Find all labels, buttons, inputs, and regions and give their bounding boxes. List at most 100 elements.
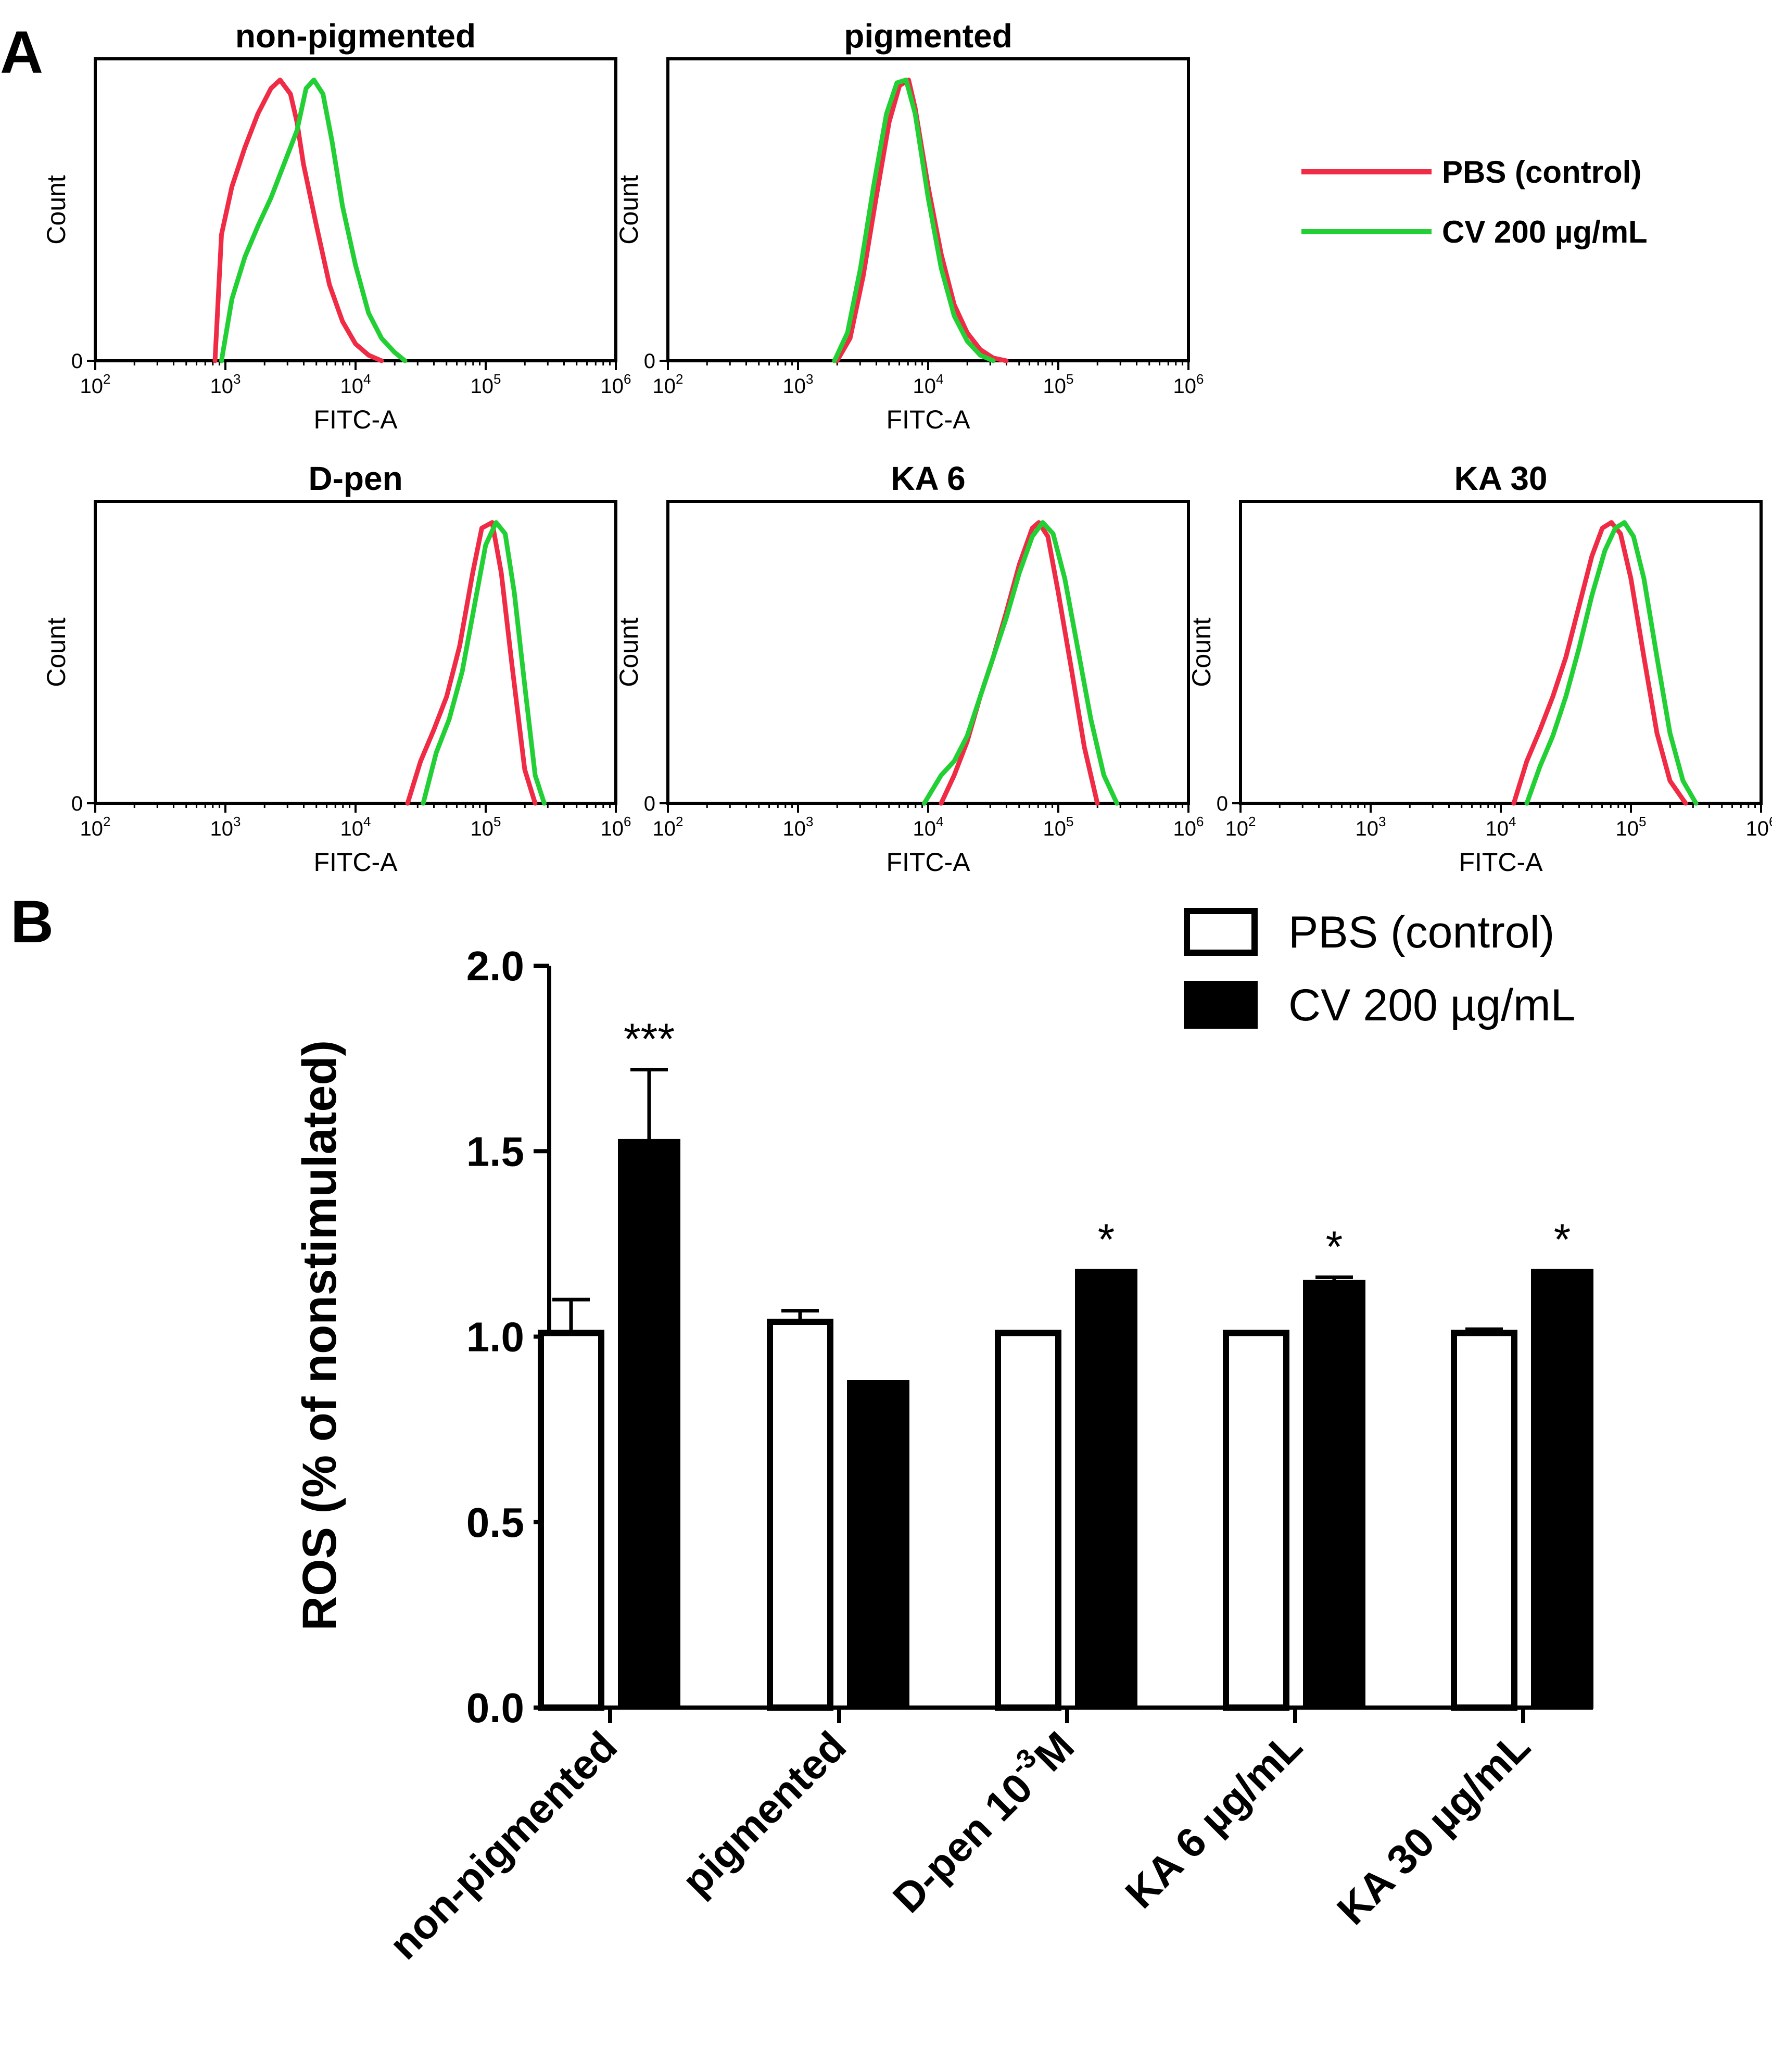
bar-y-label: ROS (% of nonstimulated) <box>293 1040 346 1631</box>
histogram-x-tick-label: 102 <box>653 371 684 398</box>
bar-control <box>1223 1330 1289 1711</box>
histogram-x-tick-label: 106 <box>1173 814 1204 840</box>
bar-y-tick-label: 2.0 <box>466 943 524 989</box>
histogram-frame <box>94 500 617 805</box>
tick-base: 10 <box>601 375 624 398</box>
tick-exponent: 6 <box>624 371 631 387</box>
tick-exponent: 4 <box>936 814 943 829</box>
histogram-title: KA 30 <box>1454 460 1547 497</box>
tick-base: 10 <box>1043 375 1067 398</box>
histogram-series-control-line <box>939 520 1100 806</box>
histogram-x-tick-label: 102 <box>80 371 111 398</box>
tick-base: 10 <box>210 375 234 398</box>
bar-cv <box>847 1380 909 1709</box>
significance-marker: *** <box>624 1015 675 1064</box>
tick-exponent: 2 <box>676 371 683 387</box>
histogram-x-tick-label: 104 <box>1486 814 1516 840</box>
histogram-x-tick-label: 105 <box>471 814 501 840</box>
tick-exponent: 5 <box>493 371 501 387</box>
tick-base: 10 <box>80 817 104 840</box>
histogram-frame <box>666 500 1190 805</box>
tick-base: 10 <box>913 817 936 840</box>
bar-control <box>995 1330 1061 1711</box>
tick-exponent: 2 <box>676 814 683 829</box>
tick-base: 10 <box>340 817 364 840</box>
histogram-x-tick-label: 103 <box>210 371 241 398</box>
bar-cv <box>1075 1269 1137 1709</box>
histogram-series-cv-line <box>922 520 1119 806</box>
histogram-x-tick-label: 103 <box>1356 814 1386 840</box>
histogram-frame <box>1239 500 1763 805</box>
histogram-y-label: Count <box>1187 617 1216 687</box>
significance-marker: * <box>1098 1215 1115 1264</box>
histogram-y-tick-label: 0 <box>71 350 83 373</box>
tick-base: 10 <box>783 817 806 840</box>
tick-exponent: 6 <box>1196 371 1204 387</box>
bar-category-label: pigmented <box>673 1723 855 1904</box>
category-text: pigmented <box>673 1723 855 1904</box>
histogram-y-label: Count <box>42 617 71 687</box>
tick-exponent: 3 <box>806 814 813 829</box>
panel-b-letter: B <box>10 889 54 955</box>
tick-exponent: 5 <box>1639 814 1646 829</box>
category-text: KA 30 µg/mL <box>1328 1723 1539 1934</box>
tick-exponent: 4 <box>363 814 371 829</box>
tick-exponent: 4 <box>936 371 943 387</box>
histogram-x-tick-label: 105 <box>471 371 501 398</box>
bar-category-label: D-pen 10-3M <box>880 1719 1083 1922</box>
histogram-x-tick-label: 102 <box>1225 814 1256 840</box>
histogram-frame <box>94 57 617 362</box>
bar-y-tick-label: 0.5 <box>466 1499 524 1546</box>
histogram-x-tick-label: 102 <box>80 814 111 840</box>
histogram-title: KA 6 <box>891 460 965 497</box>
histogram-series-cv-line <box>832 78 996 363</box>
tick-exponent: 5 <box>1066 814 1073 829</box>
bar-chart-panel: 0.0 0.5 1.0 1.5 2.0 ROS (% of nonstimulated) *… <box>293 907 1593 1968</box>
bar-control <box>767 1319 833 1711</box>
panel-a-letter: A <box>0 19 43 86</box>
histogram-series-cv-line <box>1524 520 1699 806</box>
tick-base: 10 <box>783 375 806 398</box>
histogram-x-label: FITC-A <box>313 405 398 434</box>
significance-marker: * <box>1326 1222 1343 1271</box>
histogram-x-tick-label: 106 <box>1173 371 1204 398</box>
histogram-x-tick-label: 103 <box>783 814 814 840</box>
tick-base: 10 <box>913 375 936 398</box>
histogram-y-tick-label: 0 <box>644 350 655 373</box>
tick-exponent: 3 <box>233 371 241 387</box>
histogram-x-label: FITC-A <box>1459 848 1543 877</box>
bar-y-tick-label: 1.0 <box>466 1314 524 1360</box>
tick-base: 10 <box>1173 375 1197 398</box>
histogram-4: KA 30Count0102103104105106FITC-A <box>1187 460 1772 877</box>
tick-exponent: 5 <box>493 814 501 829</box>
bar-category-label: KA 6 µg/mL <box>1117 1723 1311 1917</box>
histogram-y-tick-label: 0 <box>71 792 83 815</box>
histogram-series-cv-line <box>421 520 547 806</box>
histogram-series-control-line <box>1511 520 1688 806</box>
histogram-x-tick-label: 103 <box>210 814 241 840</box>
legend-a-label-0: PBS (control) <box>1442 155 1641 189</box>
legend-b-swatch-1 <box>1184 981 1258 1029</box>
histogram-x-tick-label: 103 <box>783 371 814 398</box>
tick-base: 10 <box>471 817 494 840</box>
histogram-x-tick-label: 104 <box>913 814 944 840</box>
tick-exponent: 3 <box>233 814 241 829</box>
legend-panel-a: PBS (control) CV 200 µg/mL <box>1301 155 1648 249</box>
tick-exponent: 4 <box>363 371 371 387</box>
histogram-x-tick-label: 102 <box>653 814 684 840</box>
tick-base: 10 <box>1356 817 1379 840</box>
tick-exponent: 6 <box>1196 814 1204 829</box>
tick-base: 10 <box>471 375 494 398</box>
category-text: D-pen 10 <box>884 1764 1041 1922</box>
significance-marker: * <box>1554 1215 1571 1264</box>
histogram-y-tick-label: 0 <box>1217 792 1228 815</box>
bar-category-label: non-pigmented <box>381 1723 626 1968</box>
histogram-title: D-pen <box>308 460 402 497</box>
tick-exponent: 4 <box>1509 814 1516 829</box>
histogram-x-tick-label: 104 <box>340 371 371 398</box>
tick-base: 10 <box>601 817 624 840</box>
